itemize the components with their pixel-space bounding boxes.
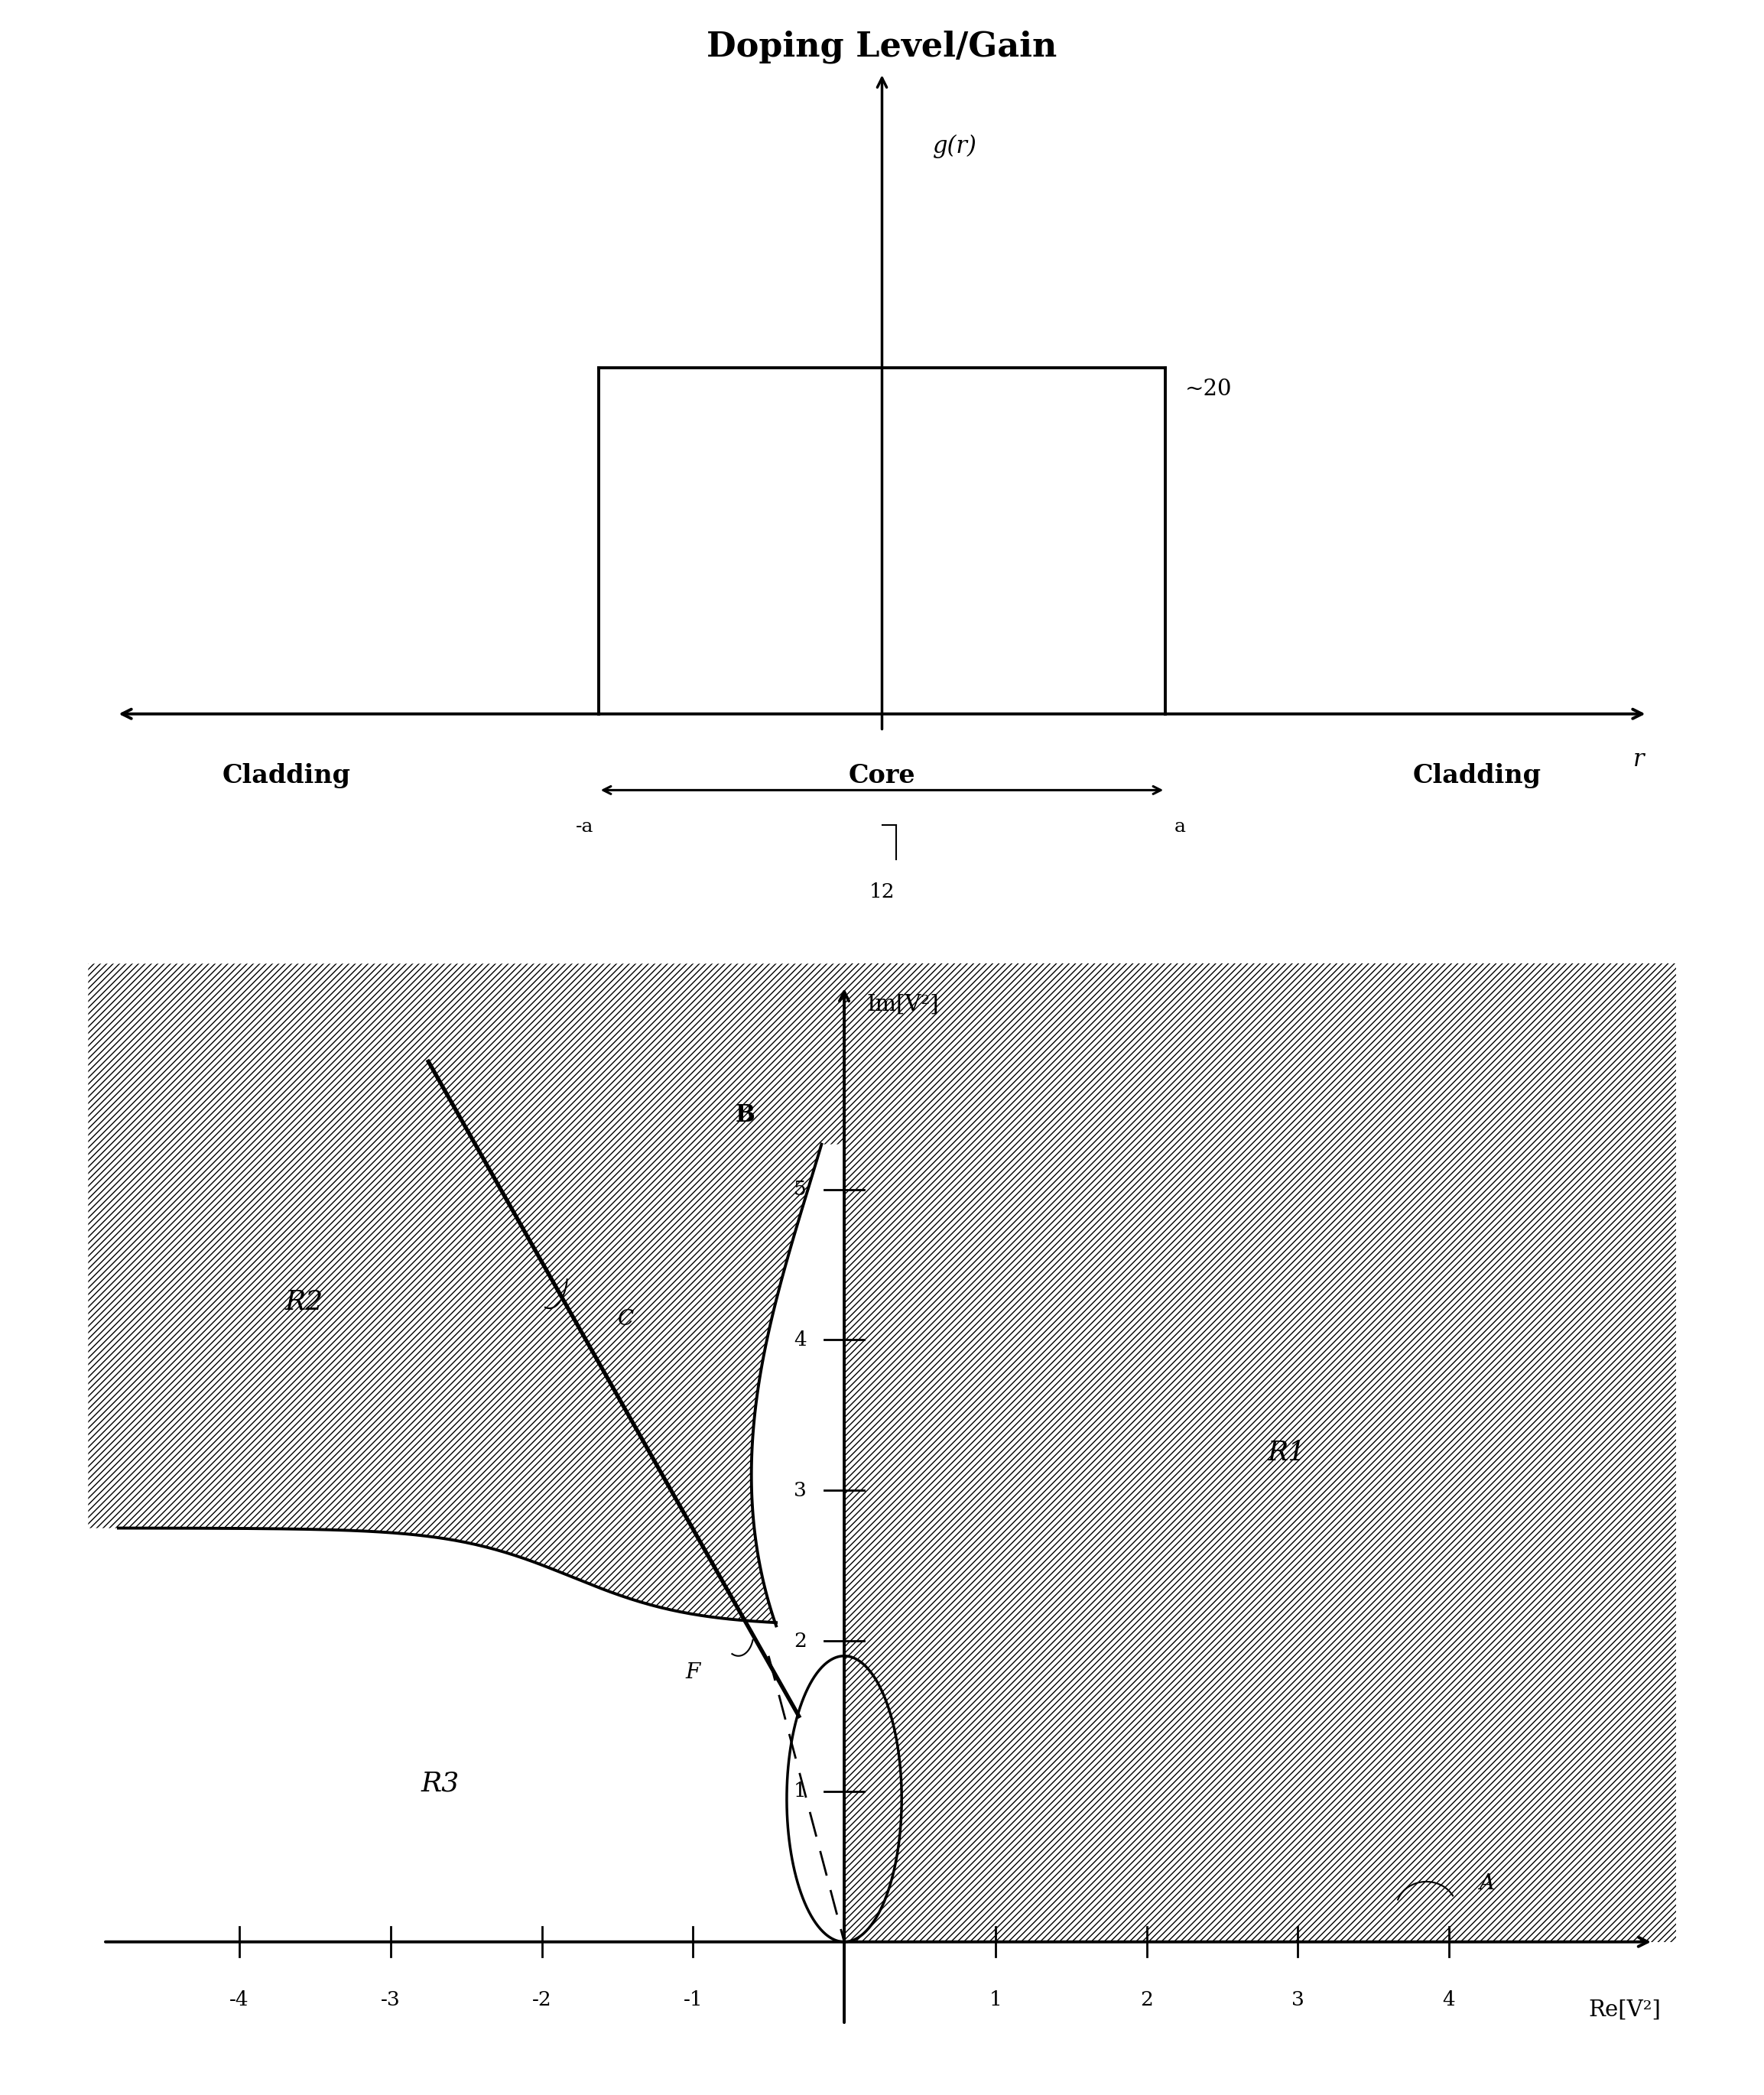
Text: Cladding: Cladding — [1413, 763, 1542, 788]
Text: Cladding: Cladding — [222, 763, 351, 788]
Text: Core: Core — [848, 763, 916, 788]
Text: 1: 1 — [794, 1783, 806, 1802]
Text: 2: 2 — [794, 1632, 806, 1651]
Text: -4: -4 — [229, 1990, 249, 2009]
Text: a: a — [1173, 817, 1185, 836]
Text: 3: 3 — [1291, 1990, 1304, 2009]
Text: Im[V²]: Im[V²] — [866, 993, 938, 1016]
Text: -a: -a — [575, 817, 593, 836]
Text: R2: R2 — [284, 1288, 323, 1316]
Text: C: C — [617, 1309, 633, 1330]
Text: F: F — [686, 1663, 700, 1682]
Text: 12: 12 — [870, 882, 894, 901]
Text: Doping Level/Gain: Doping Level/Gain — [707, 29, 1057, 63]
Text: -2: -2 — [533, 1990, 552, 2009]
Text: 3: 3 — [794, 1481, 806, 1500]
Text: A: A — [1480, 1873, 1494, 1894]
Text: R3: R3 — [422, 1770, 459, 1798]
Text: 2: 2 — [1140, 1990, 1154, 2009]
Text: -3: -3 — [381, 1990, 400, 2009]
Text: 4: 4 — [1443, 1990, 1455, 2009]
Text: 4: 4 — [794, 1330, 806, 1349]
Text: B: B — [736, 1104, 755, 1127]
Text: Re[V²]: Re[V²] — [1588, 1999, 1660, 2020]
Text: 1: 1 — [990, 1990, 1002, 2009]
Text: R1: R1 — [1268, 1439, 1305, 1466]
Text: g(r): g(r) — [933, 134, 977, 157]
Text: r: r — [1633, 748, 1644, 771]
Text: ~20: ~20 — [1185, 379, 1233, 400]
Text: 5: 5 — [794, 1179, 806, 1198]
Text: -1: -1 — [683, 1990, 702, 2009]
